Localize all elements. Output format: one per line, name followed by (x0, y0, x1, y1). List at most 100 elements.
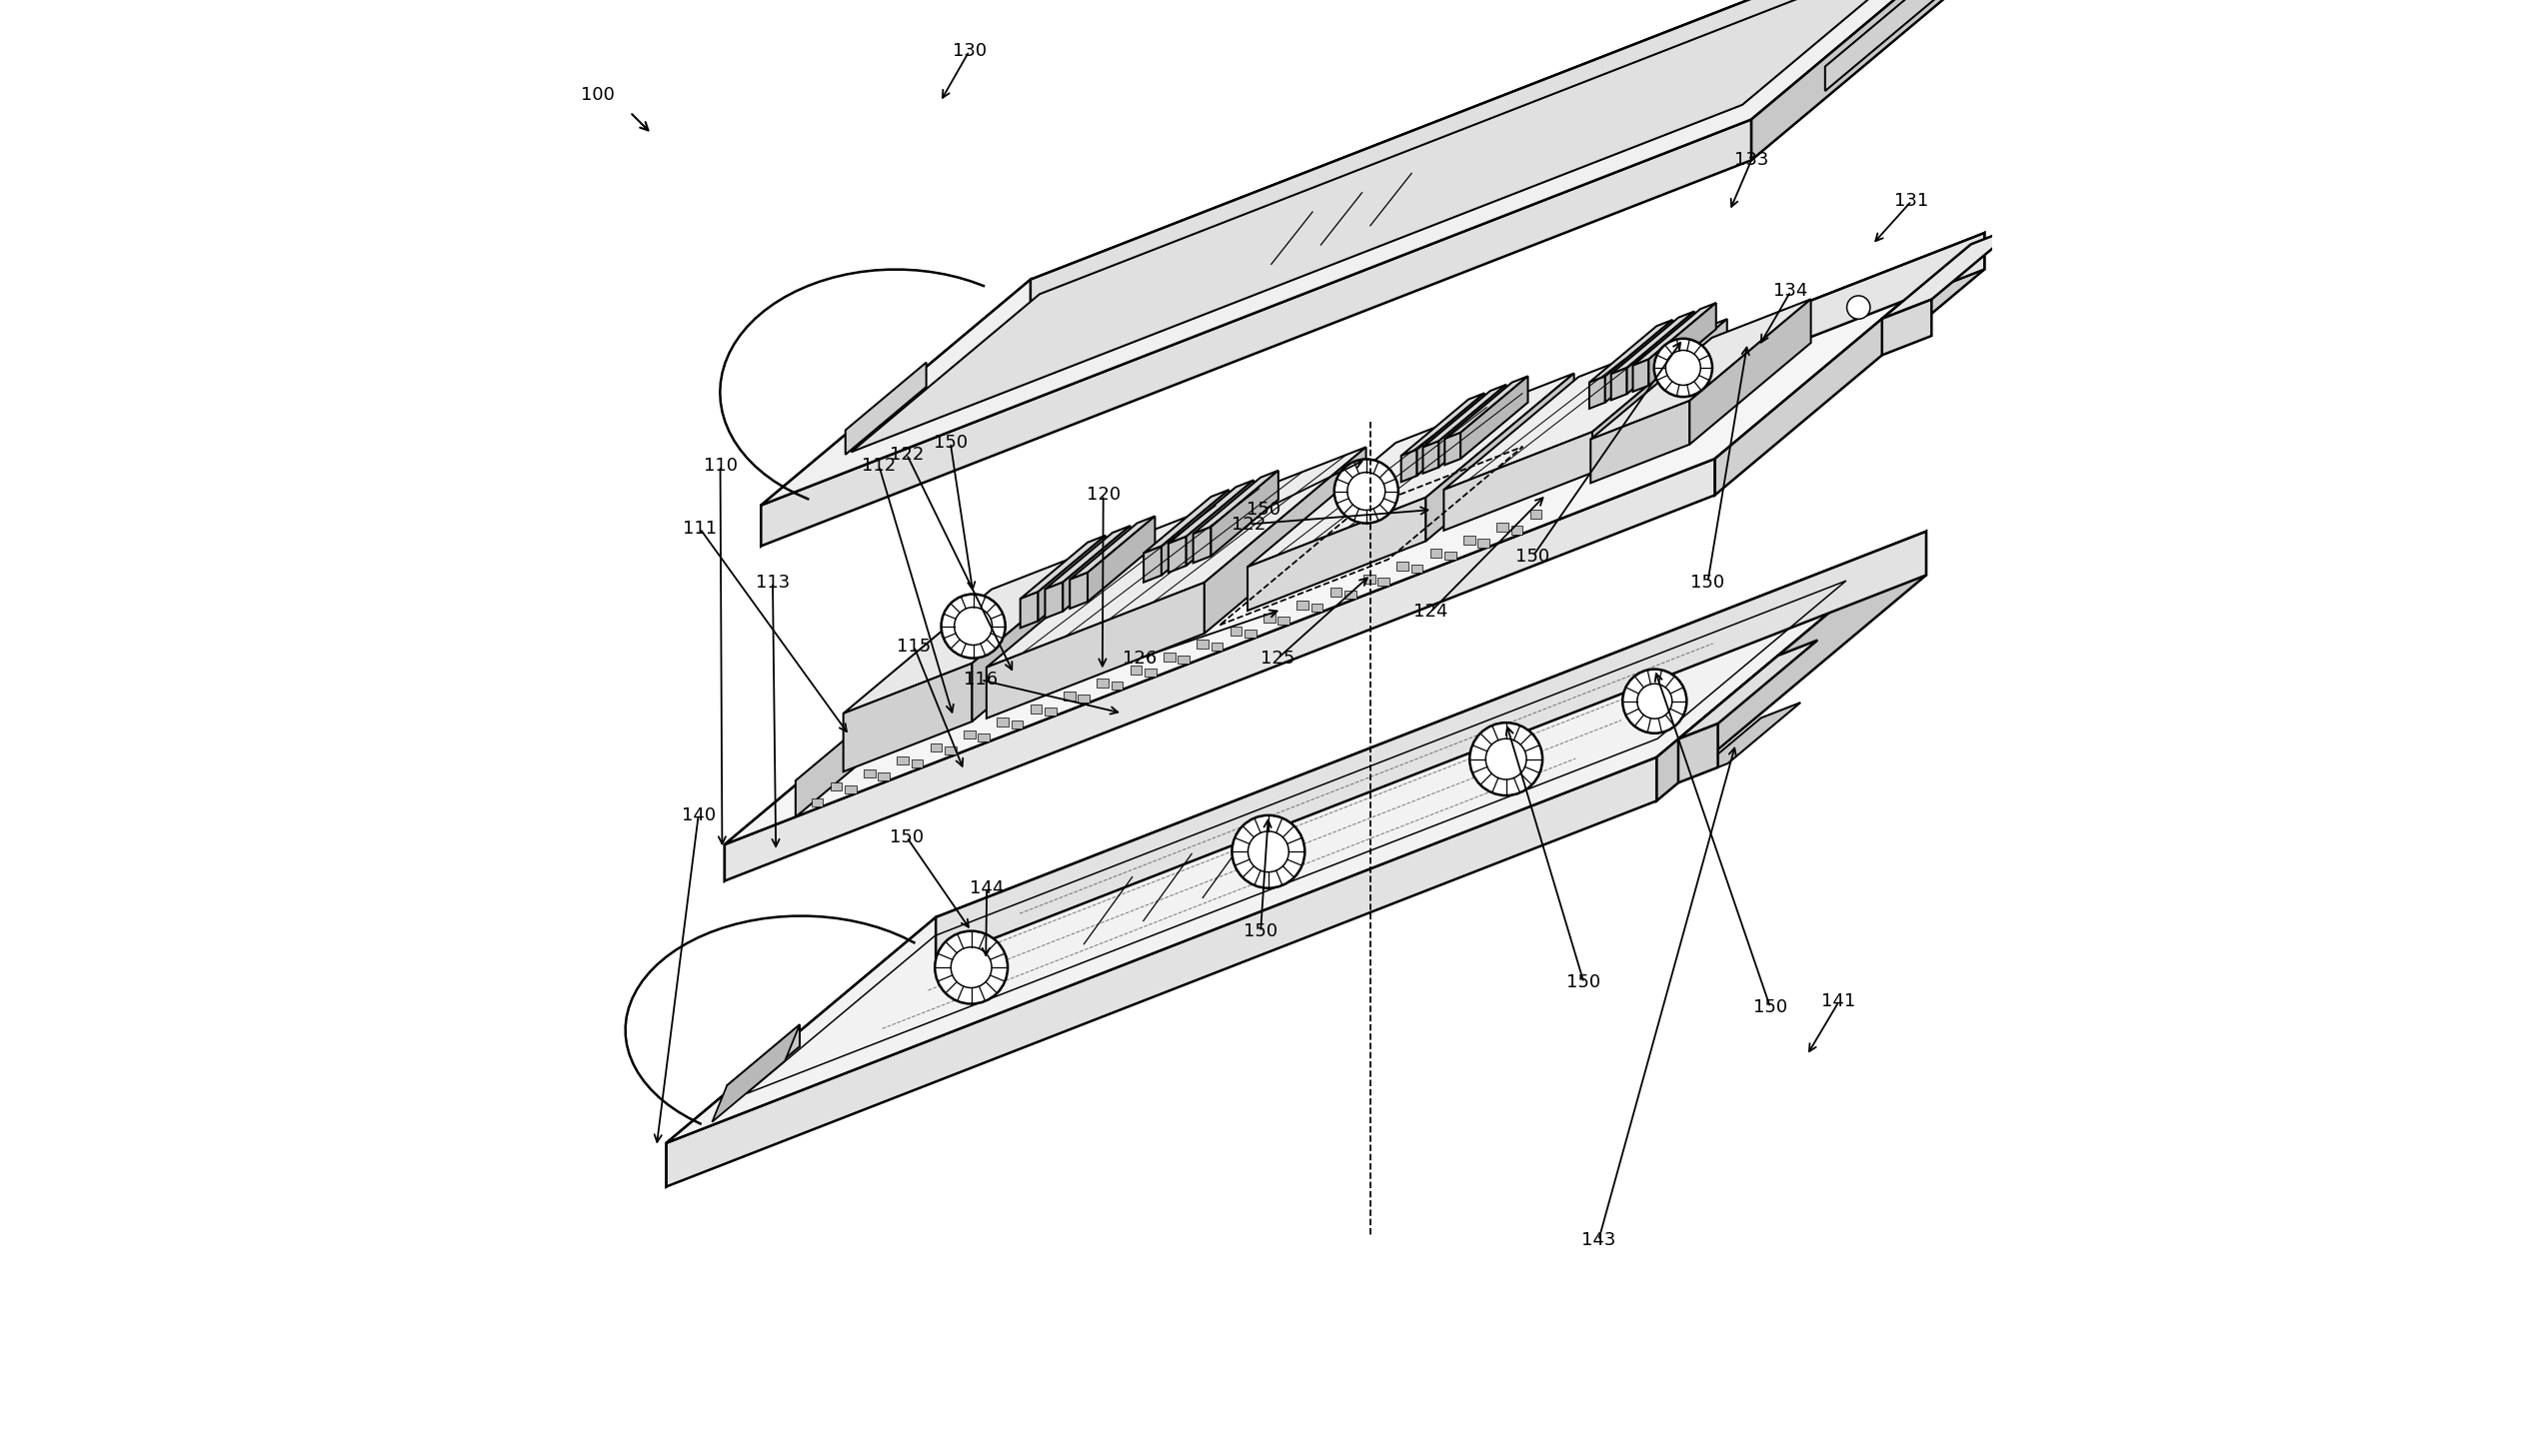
Polygon shape (1021, 536, 1104, 598)
Bar (1246, 629, 1256, 638)
Bar (1410, 565, 1423, 574)
Polygon shape (986, 447, 1367, 667)
Bar (1130, 665, 1142, 674)
Bar (1529, 510, 1541, 518)
Polygon shape (1418, 393, 1483, 476)
Polygon shape (847, 363, 927, 454)
Text: 116: 116 (963, 671, 998, 689)
Polygon shape (1167, 537, 1185, 572)
Polygon shape (1883, 224, 2022, 319)
Bar (1231, 626, 1241, 635)
Polygon shape (1145, 546, 1162, 582)
Bar (1430, 549, 1440, 558)
Bar (1397, 562, 1408, 571)
Polygon shape (1438, 384, 1506, 467)
Bar (963, 731, 975, 740)
Bar (1478, 539, 1488, 547)
Text: 150: 150 (932, 434, 968, 451)
Circle shape (1233, 815, 1304, 888)
Text: 144: 144 (970, 879, 1003, 897)
Polygon shape (1205, 447, 1367, 633)
Bar (1011, 721, 1023, 729)
Polygon shape (667, 531, 1926, 1143)
Polygon shape (1716, 233, 1984, 495)
Polygon shape (796, 690, 902, 817)
Polygon shape (1612, 368, 1627, 400)
Polygon shape (1445, 432, 1461, 464)
Bar (1344, 590, 1357, 598)
Bar (945, 745, 955, 754)
Text: 131: 131 (1895, 192, 1928, 210)
Text: 150: 150 (890, 828, 925, 846)
Bar (1365, 575, 1375, 584)
Bar (1296, 600, 1309, 609)
Polygon shape (1824, 0, 1986, 90)
Circle shape (940, 594, 1006, 658)
Polygon shape (1461, 376, 1529, 459)
Bar (1329, 587, 1342, 596)
Polygon shape (1046, 526, 1130, 590)
Bar (1064, 692, 1074, 700)
Polygon shape (1039, 536, 1104, 620)
Polygon shape (844, 539, 1119, 713)
Bar (1496, 523, 1509, 531)
Polygon shape (1248, 373, 1574, 566)
Bar (1044, 708, 1056, 716)
Bar (1264, 613, 1276, 622)
Bar (1463, 536, 1476, 545)
Text: 140: 140 (682, 807, 715, 824)
Polygon shape (993, 233, 1984, 655)
Bar (1198, 639, 1208, 648)
Bar (1178, 655, 1190, 664)
Polygon shape (1021, 591, 1039, 628)
Bar (831, 782, 841, 791)
Polygon shape (1592, 319, 1726, 473)
Polygon shape (1445, 376, 1529, 438)
Bar (1445, 552, 1456, 561)
Text: 150: 150 (1246, 501, 1281, 518)
Bar (877, 772, 890, 780)
Text: 115: 115 (897, 638, 930, 655)
Polygon shape (725, 233, 1984, 844)
Text: 143: 143 (1582, 1232, 1615, 1249)
Polygon shape (986, 582, 1205, 718)
Text: 141: 141 (1822, 993, 1855, 1010)
Polygon shape (1691, 298, 1812, 444)
Bar (864, 769, 874, 778)
Circle shape (854, 713, 884, 743)
Text: 134: 134 (1774, 282, 1807, 300)
Polygon shape (713, 1025, 799, 1123)
Polygon shape (1883, 300, 1931, 355)
Polygon shape (1589, 320, 1673, 383)
Polygon shape (1193, 527, 1210, 563)
Polygon shape (1589, 376, 1605, 409)
Polygon shape (1046, 582, 1064, 619)
Text: 113: 113 (756, 574, 791, 591)
Polygon shape (1678, 724, 1718, 783)
Text: 112: 112 (862, 457, 897, 475)
Text: 110: 110 (703, 457, 738, 475)
Bar (1279, 616, 1289, 625)
Polygon shape (1185, 480, 1253, 566)
Polygon shape (852, 0, 1931, 451)
Polygon shape (761, 280, 1031, 546)
Text: 150: 150 (1691, 574, 1726, 591)
Polygon shape (1678, 641, 1817, 740)
Polygon shape (1069, 572, 1087, 609)
Polygon shape (1632, 303, 1716, 365)
Polygon shape (1400, 450, 1418, 482)
Polygon shape (725, 459, 1716, 881)
Polygon shape (1031, 0, 2022, 320)
Bar (897, 756, 910, 764)
Circle shape (1847, 296, 1870, 319)
Bar (844, 785, 857, 794)
Polygon shape (1627, 312, 1693, 395)
Polygon shape (1612, 312, 1693, 374)
Bar (1079, 695, 1089, 703)
Polygon shape (667, 757, 1658, 1187)
Polygon shape (1193, 470, 1279, 534)
Polygon shape (1064, 526, 1130, 612)
Bar (1377, 578, 1390, 587)
Polygon shape (1688, 702, 1802, 779)
Polygon shape (1658, 531, 1926, 801)
